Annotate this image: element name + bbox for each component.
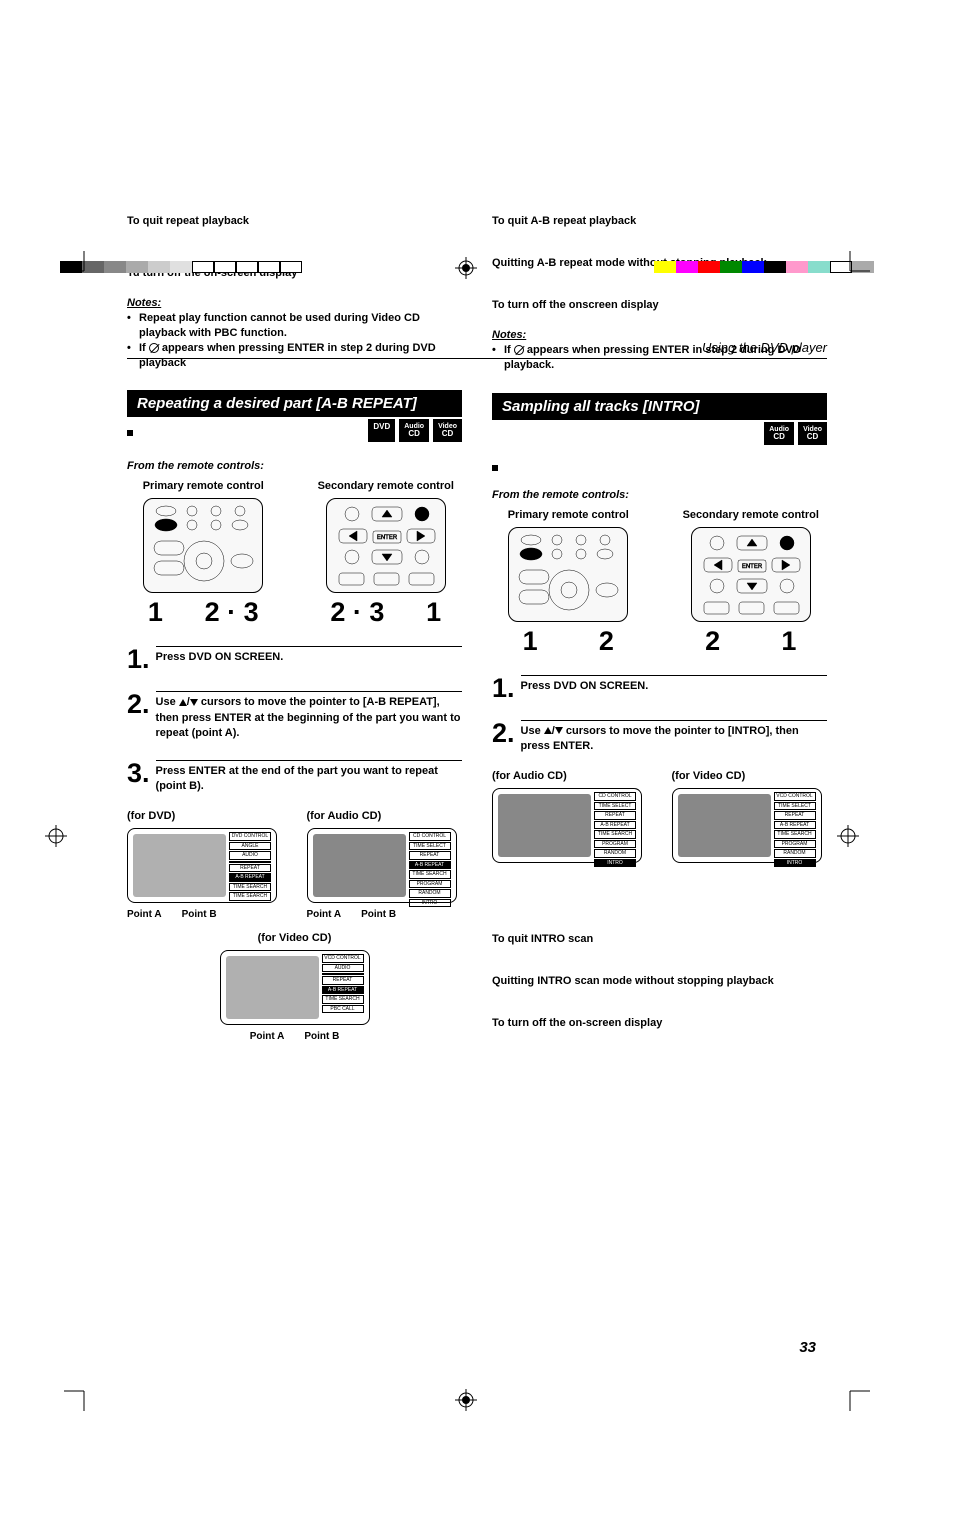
audio-cd-badge: AudioCD: [764, 422, 794, 445]
notes-list: If appears when pressing ENTER in step 2…: [492, 343, 827, 373]
crop-mark-icon: [455, 1389, 477, 1411]
crop-mark-icon: [64, 251, 94, 281]
step-3: 3. Press ENTER at the end of the part yo…: [127, 760, 462, 795]
primary-remote-diagram: [143, 498, 263, 593]
bullet-icon: [127, 430, 133, 436]
step-2: 2. Use / cursors to move the pointer to …: [127, 691, 462, 741]
crop-mark-icon: [840, 1381, 870, 1411]
step-2: 2. Use / cursors to move the pointer to …: [492, 720, 827, 755]
svg-text:ENTER: ENTER: [742, 564, 763, 570]
secondary-remote-label: Secondary remote control: [310, 480, 463, 492]
video-cd-badge: VideoCD: [433, 419, 462, 442]
step-1: 1. Press DVD ON SCREEN.: [127, 646, 462, 673]
disc-badges: AudioCD VideoCD: [492, 422, 827, 445]
for-audio-label: (for Audio CD): [307, 810, 463, 822]
turn-off-osd-heading: To turn off the onscreen display: [492, 299, 827, 311]
audio-cd-badge: AudioCD: [399, 419, 429, 442]
for-dvd-label: (for DVD): [127, 810, 283, 822]
turn-off-osd-heading: To turn off the on-screen display: [492, 1017, 827, 1029]
from-remote-label: From the remote controls:: [492, 489, 827, 501]
notes-title: Notes:: [127, 297, 462, 309]
for-audio-label: (for Audio CD): [492, 770, 648, 782]
for-video-label: (for Video CD): [215, 932, 375, 944]
from-remote-label: From the remote controls:: [127, 460, 462, 472]
quit-ab-heading: To quit A-B repeat playback: [492, 215, 827, 227]
left-column: To quit repeat playback Tu turn off the …: [127, 165, 462, 1042]
prohibit-icon: [514, 345, 524, 355]
quit-intro-heading: To quit INTRO scan: [492, 933, 827, 945]
audio-display-diagram: CD CONTROLTIME SELECTREPEATA-B REPEATTIM…: [307, 828, 457, 903]
note-item: Repeat play function cannot be used duri…: [127, 311, 462, 341]
primary-remote-label: Primary remote control: [492, 509, 645, 521]
step-1: 1. Press DVD ON SCREEN.: [492, 675, 827, 702]
disc-badges: DVD AudioCD VideoCD: [368, 419, 462, 442]
page-number: 33: [799, 1339, 816, 1356]
crop-mark-icon: [64, 1381, 94, 1411]
section-ab-repeat: Repeating a desired part [A-B REPEAT]: [127, 390, 462, 417]
video-cd-badge: VideoCD: [798, 422, 827, 445]
notes-list: Repeat play function cannot be used duri…: [127, 311, 462, 370]
crop-mark-icon: [840, 251, 870, 281]
for-video-label: (for Video CD): [672, 770, 828, 782]
secondary-remote-diagram: ENTER: [326, 498, 446, 593]
crop-mark-icon: [837, 825, 859, 847]
primary-remote-diagram: [508, 527, 628, 622]
bullet-icon: [492, 465, 498, 471]
crop-mark-icon: [455, 257, 477, 279]
dvd-display-diagram: DVD CONTROLANGLEAUDIOREPEATA-B REPEATTIM…: [127, 828, 277, 903]
secondary-remote-diagram: ENTER: [691, 527, 811, 622]
note-item: If appears when pressing ENTER in step 2…: [127, 341, 462, 371]
video-display-diagram: VCD CONTROLTIME SELECTREPEATA-B REPEATTI…: [672, 788, 822, 863]
audio-display-diagram: CD CONTROLTIME SELECTREPEATA-B REPEATTIM…: [492, 788, 642, 863]
section-intro: Sampling all tracks [INTRO]: [492, 393, 827, 420]
right-column: To quit A-B repeat playback Quitting A-B…: [492, 165, 827, 1042]
secondary-remote-label: Secondary remote control: [675, 509, 828, 521]
crop-mark-icon: [45, 825, 67, 847]
quit-intro-without-heading: Quitting INTRO scan mode without stoppin…: [492, 975, 827, 987]
note-item: If appears when pressing ENTER in step 2…: [492, 343, 827, 373]
prohibit-icon: [149, 343, 159, 353]
reg-strip-top-left: [60, 261, 302, 273]
svg-text:ENTER: ENTER: [377, 535, 398, 541]
quit-repeat-heading: To quit repeat playback: [127, 215, 462, 227]
video-display-diagram: VCD CONTROLAUDIOREPEATA-B REPEATTIME SEA…: [220, 950, 370, 1025]
primary-remote-label: Primary remote control: [127, 480, 280, 492]
dvd-badge: DVD: [368, 419, 395, 442]
